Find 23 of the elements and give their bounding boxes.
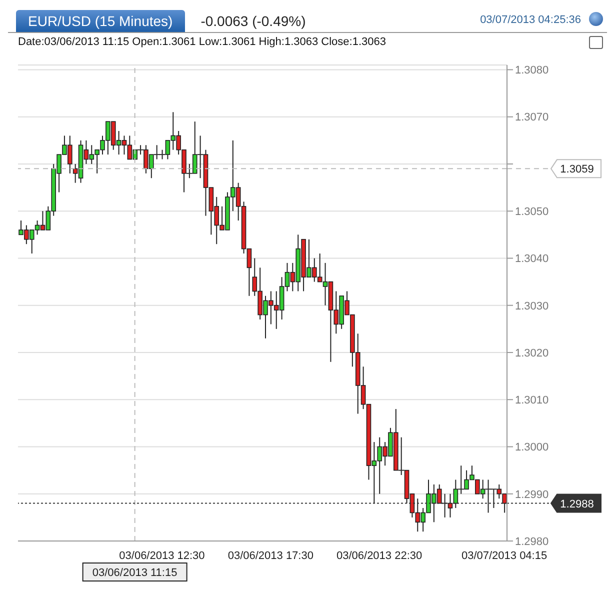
y-tick-label: 1.3030 xyxy=(515,300,549,312)
y-tick-label: 1.3020 xyxy=(515,347,549,360)
y-tick-label: 1.3000 xyxy=(515,442,549,454)
y-tick-label: 1.3070 xyxy=(515,112,549,124)
y-tick-label: 1.3050 xyxy=(515,206,549,218)
ref-line-label: 1.3059 xyxy=(560,164,594,176)
y-tick-label: 1.3010 xyxy=(515,394,549,407)
x-tick-label: 03/07/2013 04:15 xyxy=(461,550,548,562)
y-tick-label: 1.3040 xyxy=(515,253,549,266)
y-tick-label: 1.3080 xyxy=(515,64,549,77)
x-tick-label: 03/06/2013 12:30 xyxy=(119,550,205,562)
chart-subtitle: -0.0063 (-0.49%) xyxy=(200,12,307,31)
x-tick-label: 03/06/2013 22:30 xyxy=(336,550,422,562)
candlestick xyxy=(192,121,198,174)
candlestick xyxy=(453,479,458,509)
x-tick-label: 03/06/2013 17:30 xyxy=(228,550,314,562)
chart-title: EUR/USD (15 Minutes) xyxy=(16,10,185,32)
x-tick-label: 03/06/2013 11:15 xyxy=(92,567,178,579)
text: Date:03/06/2013 11:15 Open:1.3061 Low:1.3061 High:1.3063 Close:1.3063 xyxy=(17,35,387,50)
ref-line-label: 1.2988 xyxy=(560,498,594,510)
y-tick-label: 1.2980 xyxy=(515,536,549,548)
text: 03/07/2013 04:25:36 xyxy=(480,14,581,26)
y-tick-label: 1.2990 xyxy=(515,488,549,501)
